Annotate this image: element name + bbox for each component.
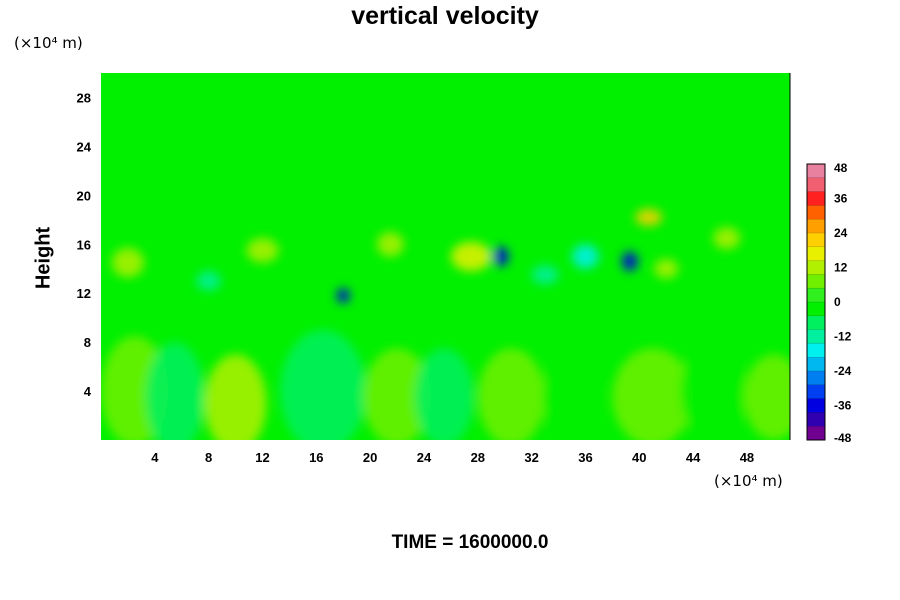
velocity-cell-10 <box>744 354 790 440</box>
colorbar-segment-1 <box>807 177 825 193</box>
colorbar-segment-17 <box>807 398 825 413</box>
x-tick-label-4: 20 <box>363 450 377 465</box>
colorbar-segment-13 <box>807 343 825 358</box>
colorbar-segment-2 <box>807 191 825 206</box>
colorbar-segment-10 <box>807 302 825 317</box>
velocity-cell-5 <box>414 348 474 440</box>
colorbar-segment-9 <box>807 288 825 303</box>
colorbar-segment-7 <box>807 260 825 275</box>
colorbar-segment-15 <box>807 371 825 386</box>
colorbar-segment-18 <box>807 412 825 427</box>
velocity-cell-16 <box>246 238 279 263</box>
colorbar-tick-2: 24 <box>834 226 848 240</box>
x-tick-label-7: 32 <box>524 450 538 465</box>
velocity-cell-20 <box>376 232 404 257</box>
colorbar-tick-6: -24 <box>834 364 852 378</box>
colorbar-tick-1: 36 <box>834 192 848 206</box>
y-tick-label-6: 28 <box>77 90 91 105</box>
velocity-cell-17 <box>111 247 145 278</box>
colorbar-segment-5 <box>807 233 825 248</box>
velocity-cell-21 <box>196 271 221 291</box>
velocity-cell-12 <box>492 246 509 267</box>
colorbar-tick-4: 0 <box>834 295 841 309</box>
velocity-cell-19 <box>531 265 559 285</box>
colorbar-segment-6 <box>807 246 825 262</box>
colorbar-segment-16 <box>807 384 825 400</box>
x-axis-unit: (×10⁴ m) <box>714 472 783 490</box>
velocity-cell-3 <box>279 329 367 440</box>
x-tick-label-0: 4 <box>151 450 159 465</box>
y-axis-unit: (×10⁴ m) <box>14 34 83 52</box>
x-tick-label-9: 40 <box>632 450 646 465</box>
colorbar-segment-0 <box>807 164 825 179</box>
y-axis-ticks: 4 8 12 16 20 24 28 <box>77 90 92 399</box>
colorbar-tick-0: 48 <box>834 161 848 175</box>
velocity-cell-8 <box>612 348 694 440</box>
colorbar-tick-3: 12 <box>834 261 848 275</box>
colorbar-segment-19 <box>807 426 825 441</box>
velocity-cell-11 <box>336 288 350 303</box>
colorbar-segment-14 <box>807 357 825 372</box>
x-tick-label-8: 36 <box>578 450 592 465</box>
y-tick-label-2: 12 <box>77 286 91 301</box>
velocity-cell-2 <box>204 354 267 440</box>
colorbar-tick-7: -36 <box>834 399 852 413</box>
colorbar-segment-3 <box>807 205 825 220</box>
x-tick-label-1: 8 <box>205 450 212 465</box>
colorbar-segment-12 <box>807 329 825 344</box>
x-tick-label-6: 28 <box>471 450 485 465</box>
colorbar: 48 36 24 12 0 -12 -24 -36 -48 <box>806 161 852 445</box>
velocity-cell-1 <box>145 342 205 440</box>
velocity-cell-13 <box>621 251 638 272</box>
x-axis-ticks: 4 8 12 16 20 24 28 32 36 40 44 48 <box>151 450 754 465</box>
velocity-cell-14 <box>635 208 663 226</box>
colorbar-border <box>806 163 826 441</box>
time-label: TIME = 1600000.0 <box>391 532 549 553</box>
velocity-cell-7 <box>542 348 602 440</box>
velocity-cell-22 <box>654 258 679 279</box>
colorbar-tick-8: -48 <box>834 431 852 445</box>
y-tick-label-0: 4 <box>84 384 92 399</box>
colorbar-tick-5: -12 <box>834 330 852 344</box>
velocity-cell-9 <box>679 342 747 440</box>
y-tick-label-3: 16 <box>77 237 91 252</box>
velocity-cell-6 <box>477 348 546 440</box>
x-tick-label-3: 16 <box>309 450 323 465</box>
velocity-cell-23 <box>713 227 741 250</box>
x-tick-label-2: 12 <box>255 450 269 465</box>
x-tick-label-5: 24 <box>417 450 432 465</box>
velocity-cell-15 <box>450 241 492 272</box>
colorbar-segment-4 <box>807 219 825 234</box>
velocity-cell-4 <box>363 348 431 440</box>
x-tick-label-11: 48 <box>740 450 754 465</box>
colorbar-segment-8 <box>807 274 825 289</box>
y-tick-label-5: 24 <box>77 139 92 154</box>
y-tick-label-1: 8 <box>84 335 91 350</box>
plot-area <box>101 73 791 440</box>
y-tick-label-4: 20 <box>77 188 91 203</box>
colorbar-segment-11 <box>807 315 825 331</box>
velocity-cell-18 <box>571 244 599 269</box>
chart-title: vertical velocity <box>351 2 539 30</box>
x-tick-label-10: 44 <box>686 450 701 465</box>
